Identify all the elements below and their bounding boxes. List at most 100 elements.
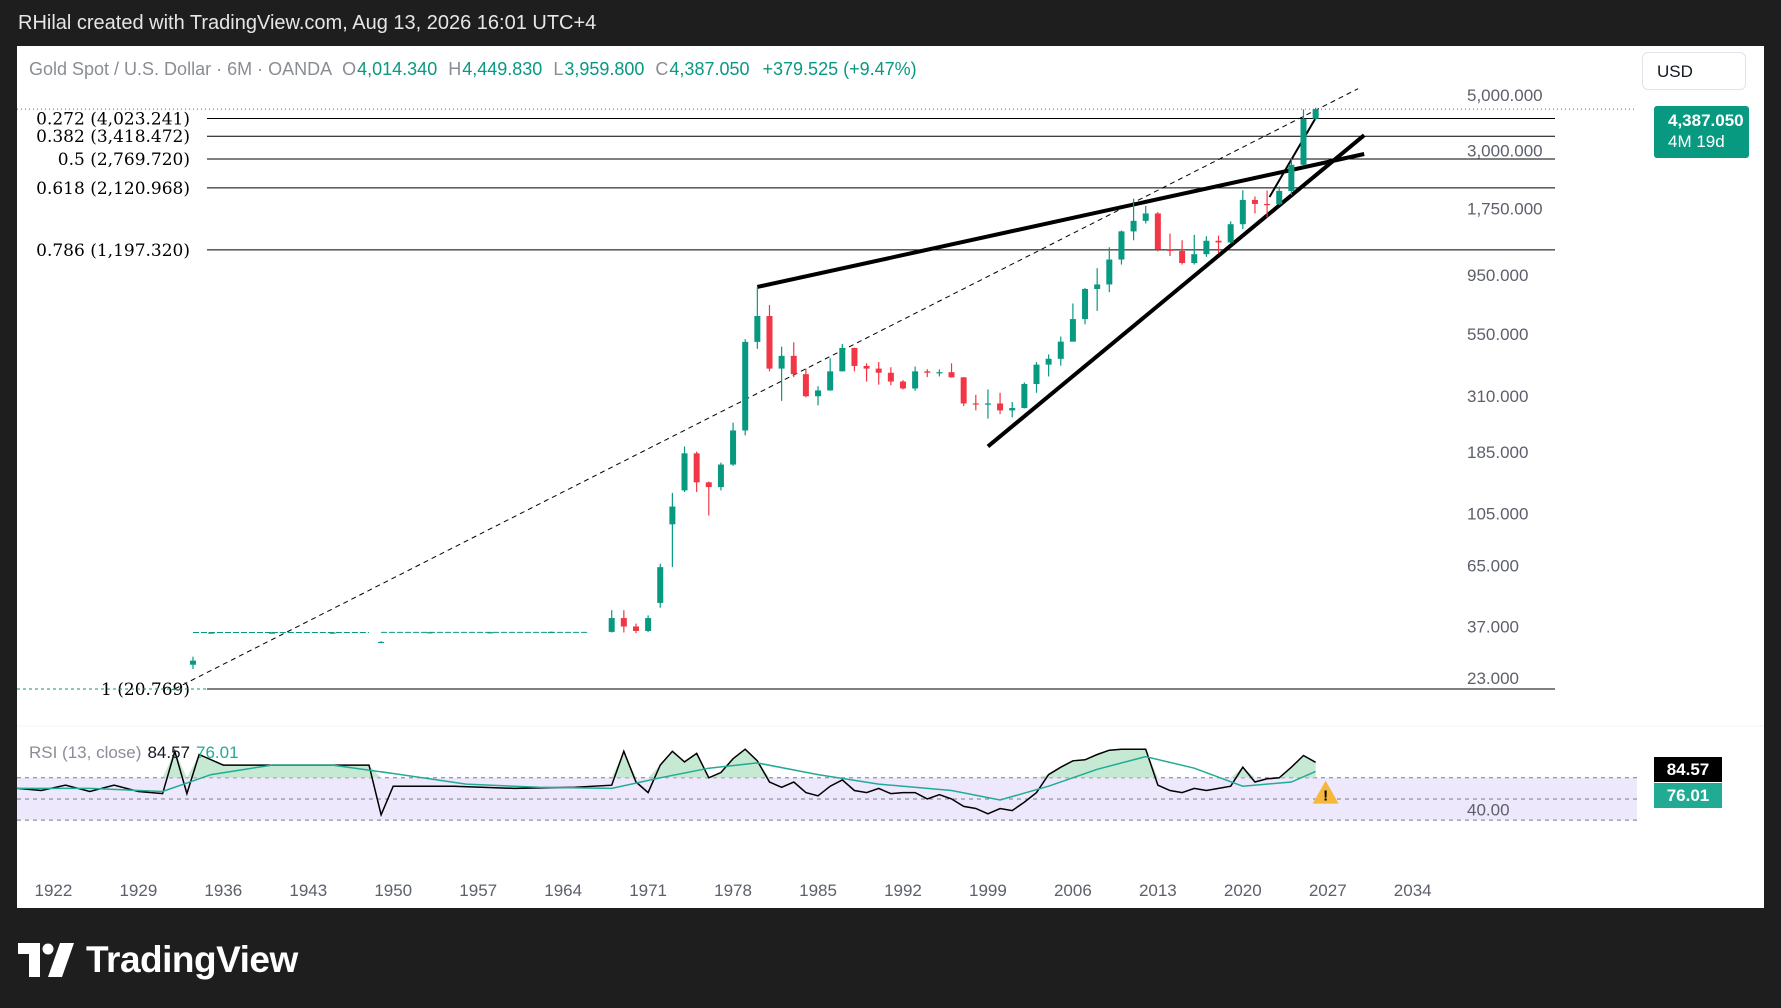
high-label: H bbox=[448, 59, 462, 79]
warning-icon bbox=[1312, 780, 1339, 804]
header-credit: RHilal created with TradingView.com, Aug… bbox=[18, 12, 597, 34]
x-tick-label: 1992 bbox=[884, 881, 922, 900]
rsi-ma-value-tag: 76.01 bbox=[1654, 783, 1722, 808]
y-tick-label: 1,750.000 bbox=[1467, 200, 1543, 219]
close-value: 4,387.050 bbox=[669, 59, 750, 79]
y-tick-label: 3,000.000 bbox=[1467, 141, 1543, 160]
candle-body bbox=[1251, 199, 1258, 204]
candle-body bbox=[1264, 203, 1271, 206]
trendline-dashed-channel bbox=[174, 88, 1359, 690]
candle-body bbox=[1094, 284, 1101, 290]
candle-body bbox=[972, 403, 979, 405]
brand-name: TradingView bbox=[86, 939, 298, 980]
x-tick-label: 1985 bbox=[799, 881, 837, 900]
candle-body bbox=[1300, 118, 1307, 165]
x-tick-label: 1943 bbox=[289, 881, 327, 900]
candle-body bbox=[1009, 408, 1016, 411]
open-label: O bbox=[342, 59, 357, 79]
candle-body bbox=[1021, 384, 1028, 409]
symbol-name[interactable]: Gold Spot / U.S. Dollar · 6M · OANDA bbox=[29, 59, 332, 79]
candle-body bbox=[620, 618, 627, 627]
warning-icon-mark: ! bbox=[1323, 788, 1328, 805]
candle-body bbox=[1215, 240, 1222, 243]
x-tick-label: 1929 bbox=[119, 881, 157, 900]
candle-body bbox=[766, 316, 773, 369]
x-tick-label: 1978 bbox=[714, 881, 752, 900]
candle-body bbox=[1130, 220, 1137, 232]
candle-body bbox=[693, 453, 700, 483]
currency-button[interactable]: USD bbox=[1642, 52, 1746, 90]
candle-body bbox=[730, 430, 737, 465]
y-tick-label: 65.000 bbox=[1467, 556, 1519, 575]
candle-body bbox=[997, 403, 1004, 411]
rsi-line bbox=[17, 748, 1316, 818]
fib-level-label: 0.382 (3,418.472) bbox=[36, 127, 190, 147]
candle-body bbox=[742, 341, 749, 431]
candle-body bbox=[936, 372, 943, 374]
candle-body bbox=[778, 355, 785, 369]
rsi-overbought-fill bbox=[17, 749, 1316, 778]
candle-body bbox=[268, 632, 275, 634]
x-tick-label: 1971 bbox=[629, 881, 667, 900]
rsi-value-tag: 84.57 bbox=[1654, 757, 1722, 782]
rsi-y-tick-label: 40.00 bbox=[1467, 801, 1510, 820]
fib-level-label: 0.618 (2,120.968) bbox=[36, 179, 190, 199]
y-tick-label: 950.000 bbox=[1467, 266, 1528, 285]
rsi-label[interactable]: RSI (13, close) bbox=[29, 743, 142, 762]
y-tick-label: 5,000.000 bbox=[1467, 86, 1543, 105]
candle-body bbox=[1288, 164, 1295, 191]
candle-body bbox=[657, 567, 664, 603]
open-value: 4,014.340 bbox=[357, 59, 438, 79]
candle-body bbox=[1203, 240, 1210, 255]
bar-countdown: 4M 19d bbox=[1668, 132, 1725, 151]
candle-body bbox=[1154, 213, 1161, 250]
candle-body bbox=[1045, 358, 1052, 365]
candle-body bbox=[669, 506, 676, 525]
trendline-lower bbox=[986, 133, 1366, 448]
y-tick-label: 185.000 bbox=[1467, 443, 1528, 462]
chart-panel[interactable]: 23.000 37.000 65.000 105.000 185.000 310.000 5… bbox=[17, 46, 1764, 908]
rsi-ma-line bbox=[17, 755, 1316, 801]
high-value: 4,449.830 bbox=[462, 59, 543, 79]
candle-body bbox=[1227, 224, 1234, 243]
x-tick-label: 2027 bbox=[1309, 881, 1347, 900]
candle-body bbox=[1239, 199, 1246, 225]
rsi-legend: RSI (13, close) 84.57 76.01 bbox=[29, 743, 239, 763]
symbol-legend: Gold Spot / U.S. Dollar · 6M · OANDA O4,… bbox=[29, 59, 917, 80]
low-label: L bbox=[553, 59, 564, 79]
candle-body bbox=[887, 372, 894, 382]
candle-body bbox=[984, 403, 991, 405]
candle-body bbox=[171, 688, 178, 691]
candle-body bbox=[1118, 231, 1125, 260]
candle-body bbox=[1057, 341, 1064, 359]
candle-body bbox=[851, 347, 858, 366]
chart-canvas[interactable]: 23.000 37.000 65.000 105.000 185.000 310.000 5… bbox=[17, 46, 1764, 908]
x-tick-label: 2006 bbox=[1054, 881, 1092, 900]
candle-body bbox=[681, 453, 688, 491]
x-tick-label: 1957 bbox=[459, 881, 497, 900]
candle-body bbox=[948, 372, 955, 378]
candle-body bbox=[632, 626, 639, 631]
candle-body bbox=[924, 371, 931, 373]
candle-body bbox=[208, 632, 215, 634]
rsi-value: 84.57 bbox=[147, 743, 190, 762]
candle-body bbox=[1033, 364, 1040, 385]
low-value: 3,959.800 bbox=[564, 59, 645, 79]
x-tick-label: 1922 bbox=[34, 881, 72, 900]
y-tick-label: 310.000 bbox=[1467, 387, 1528, 406]
x-tick-label: 2013 bbox=[1139, 881, 1177, 900]
candle-body bbox=[839, 347, 846, 372]
trendline-short-rally bbox=[1268, 113, 1319, 198]
candle-body bbox=[1082, 289, 1089, 320]
y-tick-label: 105.000 bbox=[1467, 505, 1528, 524]
candle-body bbox=[899, 381, 906, 389]
candle-body bbox=[329, 632, 336, 634]
candle-body bbox=[1312, 109, 1319, 119]
fib-level-label: 0.786 (1,197.320) bbox=[36, 241, 190, 261]
x-tick-label: 1936 bbox=[204, 881, 242, 900]
candle-body bbox=[645, 618, 652, 631]
candle-body bbox=[815, 390, 822, 397]
candle-body bbox=[1106, 259, 1113, 285]
candle-body bbox=[802, 374, 809, 397]
y-tick-label: 550.000 bbox=[1467, 325, 1528, 344]
